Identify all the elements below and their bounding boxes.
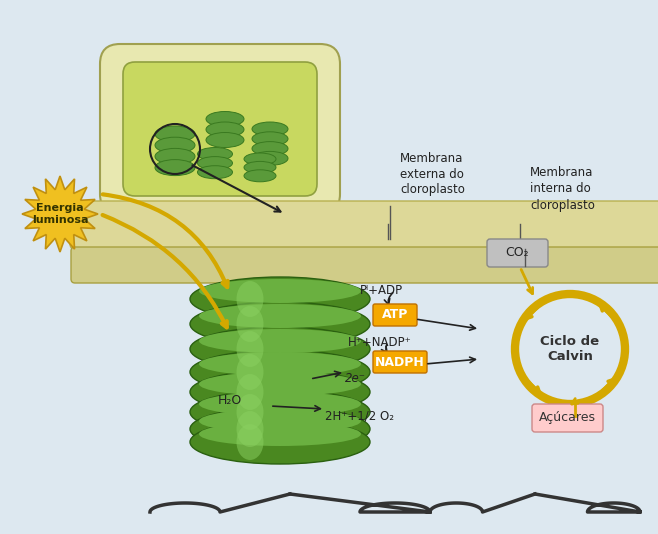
Ellipse shape (155, 137, 195, 153)
Ellipse shape (236, 354, 263, 390)
Ellipse shape (199, 422, 361, 446)
Text: CO₂: CO₂ (505, 247, 529, 260)
FancyBboxPatch shape (373, 304, 417, 326)
Text: H₂O: H₂O (218, 395, 242, 407)
Ellipse shape (236, 411, 263, 447)
Ellipse shape (190, 277, 370, 321)
Text: Energia
luminosa: Energia luminosa (32, 203, 88, 225)
Ellipse shape (236, 331, 263, 367)
Ellipse shape (199, 279, 361, 303)
Ellipse shape (197, 166, 232, 179)
Ellipse shape (252, 132, 288, 146)
Ellipse shape (197, 156, 232, 170)
Ellipse shape (244, 161, 276, 174)
FancyBboxPatch shape (373, 351, 427, 373)
Polygon shape (22, 176, 98, 252)
Ellipse shape (199, 352, 361, 376)
Ellipse shape (252, 122, 288, 136)
Ellipse shape (190, 420, 370, 464)
FancyBboxPatch shape (100, 44, 340, 214)
Ellipse shape (252, 152, 288, 166)
Ellipse shape (236, 281, 263, 317)
Ellipse shape (197, 147, 232, 161)
FancyBboxPatch shape (123, 62, 317, 196)
Ellipse shape (190, 302, 370, 346)
Ellipse shape (190, 407, 370, 451)
Ellipse shape (236, 394, 263, 430)
Ellipse shape (244, 153, 276, 165)
FancyBboxPatch shape (71, 247, 658, 283)
Text: NADPH: NADPH (375, 356, 425, 368)
Ellipse shape (206, 112, 244, 127)
FancyBboxPatch shape (487, 239, 548, 267)
Ellipse shape (190, 390, 370, 434)
Ellipse shape (199, 392, 361, 416)
Ellipse shape (190, 370, 370, 414)
FancyBboxPatch shape (70, 201, 658, 249)
Text: H⁺+NADP⁺: H⁺+NADP⁺ (348, 335, 412, 349)
Text: Membrana
interna do
cloroplasto: Membrana interna do cloroplasto (530, 167, 595, 211)
Ellipse shape (155, 148, 195, 164)
Ellipse shape (190, 327, 370, 371)
Ellipse shape (236, 424, 263, 460)
Ellipse shape (199, 409, 361, 433)
Ellipse shape (155, 126, 195, 142)
Ellipse shape (244, 170, 276, 182)
Text: Membrana
externa do
cloroplasto: Membrana externa do cloroplasto (400, 152, 465, 197)
Text: Ciclo de
Calvin: Ciclo de Calvin (540, 335, 599, 363)
FancyBboxPatch shape (532, 404, 603, 432)
Text: Açúcares: Açúcares (538, 412, 595, 425)
Text: ATP: ATP (382, 309, 408, 321)
Ellipse shape (199, 329, 361, 353)
Text: 2e⁻: 2e⁻ (345, 373, 366, 386)
Ellipse shape (199, 372, 361, 396)
Ellipse shape (252, 142, 288, 155)
Ellipse shape (236, 306, 263, 342)
Ellipse shape (155, 160, 195, 176)
Text: 2H⁺+1/2 O₂: 2H⁺+1/2 O₂ (325, 410, 394, 422)
Ellipse shape (236, 374, 263, 410)
Ellipse shape (190, 350, 370, 394)
Ellipse shape (199, 304, 361, 328)
Ellipse shape (206, 132, 244, 147)
Ellipse shape (206, 122, 244, 137)
Text: Pᴵ+ADP: Pᴵ+ADP (360, 285, 403, 297)
